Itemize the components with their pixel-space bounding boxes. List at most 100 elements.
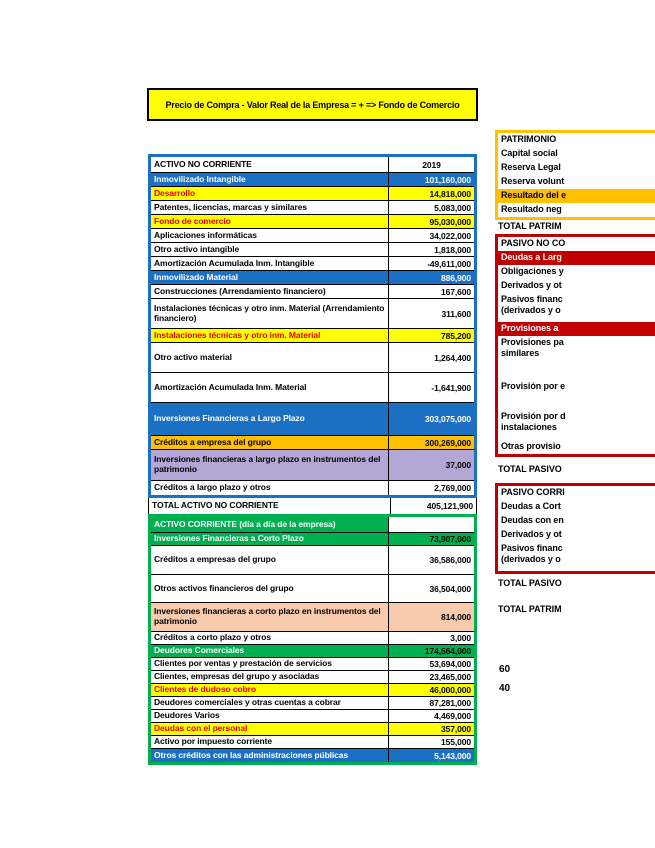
table-row: Otros créditos con las administraciones …	[151, 749, 474, 762]
cell-label[interactable]: Instalaciones técnicas y otro inm. Mater…	[154, 329, 321, 340]
cell-label[interactable]: Créditos a largo plazo y otros	[154, 482, 271, 493]
cell-label[interactable]: Otro activo material	[154, 351, 232, 362]
cell-label[interactable]: Inmovilizado Intangible	[154, 173, 246, 184]
cell-label[interactable]: Activo por impuesto corriente	[154, 736, 273, 747]
cell-label[interactable]: Créditos a empresas del grupo	[154, 554, 276, 565]
cell-value[interactable]: 311,600	[388, 299, 474, 328]
table-row[interactable]: Otras provisio	[498, 440, 655, 454]
cell-label[interactable]: Deudores comerciales y otras cuentas a c…	[154, 697, 341, 708]
cell-value[interactable]: 53,694,000	[388, 658, 474, 670]
cell-label[interactable]: Deudores Varios	[154, 710, 220, 721]
table-row[interactable]: Reserva volunt	[498, 175, 655, 189]
table-row[interactable]: TOTAL PATRIM	[498, 604, 562, 615]
cell-value[interactable]: 36,504,000	[388, 575, 474, 602]
table-row[interactable]: Deudas a Larg	[498, 251, 655, 265]
cell-label[interactable]: Amortización Acumulada Inm. Intangible	[154, 257, 315, 268]
cell-value[interactable]: 95,030,000	[388, 215, 474, 228]
table-row[interactable]: TOTAL PASIVO	[498, 578, 562, 589]
cell-value[interactable]: 73,907,000	[388, 533, 474, 545]
table-row[interactable]: Provisiones a	[498, 322, 655, 336]
cell-label[interactable]: Patentes, licencias, marcas y similares	[154, 201, 307, 212]
cell-label[interactable]: Inversiones financieras a corto plazo en…	[154, 606, 381, 626]
table-row[interactable]: Resultado neg	[498, 203, 655, 217]
cell-value[interactable]: 300,269,000	[388, 436, 474, 449]
cell-value[interactable]: 155,000	[388, 736, 474, 748]
cell-value[interactable]: 3,000	[388, 632, 474, 644]
cell-label[interactable]: Inversiones Financieras a Corto Plazo	[154, 533, 304, 544]
cell-label[interactable]: ACTIVO NO CORRIENTE	[154, 158, 252, 169]
cell-label[interactable]: Créditos a corto plazo y otros	[154, 632, 271, 643]
cell-value[interactable]: 167,600	[388, 285, 474, 298]
table-row[interactable]: PASIVO NO CO	[498, 237, 655, 251]
cell-value[interactable]: 174,564,000	[388, 645, 474, 657]
cell-value[interactable]	[388, 517, 474, 532]
cell-label[interactable]: Clientes, empresas del grupo y asociadas	[154, 671, 320, 682]
cell-value[interactable]: 303,075,000	[388, 403, 474, 435]
cell-label[interactable]: Desarrollo	[154, 187, 196, 198]
cell-value[interactable]: 87,281,000	[388, 697, 474, 709]
table-row[interactable]: Obligaciones y	[498, 265, 655, 279]
table-row[interactable]: Derivados y ot	[498, 528, 655, 542]
table-row[interactable]: Deudas con en	[498, 514, 655, 528]
cell-value[interactable]: 5,143,000	[388, 749, 474, 762]
loose-numbers: 60 40	[495, 661, 655, 699]
cell-label[interactable]: Amortización Acumulada Inm. Material	[154, 381, 307, 392]
table-row[interactable]: Pasivos financ (derivados y o	[498, 293, 655, 322]
cell-value[interactable]: 814,000	[388, 603, 474, 631]
table-row[interactable]: Provisiones pa similares	[498, 336, 655, 380]
cell-value[interactable]: 23,465,000	[388, 671, 474, 683]
cell-value[interactable]: 2019	[388, 157, 474, 172]
cell-value[interactable]: 1,818,000	[388, 243, 474, 256]
table-row[interactable]: TOTAL PATRIM	[498, 221, 562, 232]
cell-label[interactable]: Deudores Comerciales	[154, 645, 245, 656]
table-row[interactable]: PATRIMONIO	[498, 133, 655, 147]
cell-value[interactable]: 886,900	[388, 271, 474, 284]
table-row[interactable]: Resultado del e	[498, 189, 655, 203]
balance-sheet-right-panel: PATRIMONIO Capital social Reserva Legal Res…	[495, 130, 655, 699]
cell-value[interactable]: 36,586,000	[388, 546, 474, 574]
cell-label[interactable]: Clientes por ventas y prestación de serv…	[154, 658, 332, 669]
cell-value[interactable]: 785,200	[388, 329, 474, 342]
cell-label[interactable]: Inversiones Financieras a Largo Plazo	[154, 413, 305, 424]
cell-value[interactable]: 357,000	[388, 723, 474, 735]
cell-value[interactable]: 5,083,000	[388, 201, 474, 214]
cell-label[interactable]: Deudas con el personal	[154, 723, 248, 734]
table-row[interactable]: Capital social	[498, 147, 655, 161]
cell-label[interactable]: Clientes de dudoso cobro	[154, 684, 256, 695]
cell-value[interactable]: 4,469,000	[388, 710, 474, 722]
cell-label[interactable]: Créditos a empresa del grupo	[154, 436, 272, 447]
cell-label[interactable]: Aplicaciones informáticas	[154, 229, 257, 240]
table-row[interactable]: Derivados y ot	[498, 279, 655, 293]
cell-label[interactable]: Instalaciones técnicas y otro inm. Mater…	[154, 302, 385, 323]
cell-value[interactable]: -1,641,900	[388, 373, 474, 402]
table-row[interactable]: Deudas a Cort	[498, 500, 655, 514]
cell-value[interactable]: 2,769,000	[388, 481, 474, 495]
cell-label[interactable]: ACTIVO CORRIENTE (día a día de la empres…	[154, 518, 336, 529]
cell-value[interactable]: 37,000	[388, 450, 474, 480]
cell-value[interactable]: 34,022,000	[388, 229, 474, 242]
table-row[interactable]: Provisión por e	[498, 380, 655, 410]
cell-label[interactable]: Otro activo intangible	[154, 243, 240, 254]
table-row: Inversiones Financieras a Corto Plazo 73,…	[151, 533, 474, 546]
cell-value[interactable]: -49,611,000	[388, 257, 474, 270]
title-banner: Precio de Compra - Valor Real de la Empr…	[147, 88, 478, 121]
table-row[interactable]: Pasivos financ (derivados y o	[498, 542, 655, 571]
table-row[interactable]: Reserva Legal	[498, 161, 655, 175]
cell-label[interactable]: Inmovilizado Material	[154, 271, 238, 282]
cell-value[interactable]: 405,121,900	[390, 498, 476, 514]
table-row[interactable]: Provisión por d instalaciones	[498, 410, 655, 440]
cell-label[interactable]: Otros créditos con las administraciones …	[154, 749, 349, 760]
table-row[interactable]: PASIVO CORRI	[498, 486, 655, 500]
cell-label[interactable]: Otros activos financieros del grupo	[154, 582, 294, 593]
table-row[interactable]: TOTAL PASIVO	[498, 464, 562, 475]
table-row[interactable]: 60	[499, 664, 510, 676]
cell-label[interactable]: Fondo de comercio	[154, 215, 231, 226]
cell-value[interactable]: 46,000,000	[388, 684, 474, 696]
cell-value[interactable]: 101,160,000	[388, 173, 474, 186]
cell-value[interactable]: 14,818,000	[388, 187, 474, 200]
table-row[interactable]: 40	[499, 683, 510, 695]
cell-label[interactable]: TOTAL ACTIVO NO CORRIENTE	[152, 500, 279, 511]
cell-label[interactable]: Construcciones (Arrendamiento financiero…	[154, 285, 326, 296]
cell-label[interactable]: Inversiones financieras a largo plazo en…	[154, 454, 381, 474]
cell-value[interactable]: 1,264,400	[388, 343, 474, 372]
